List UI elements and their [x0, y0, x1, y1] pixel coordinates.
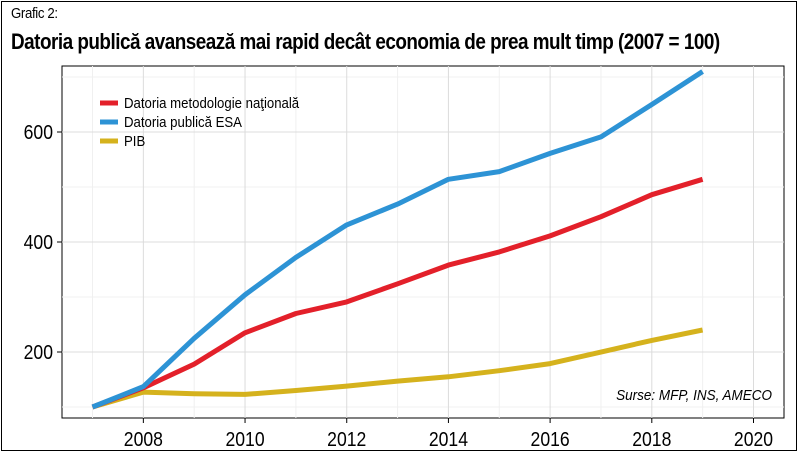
series-line-1: [91, 69, 704, 410]
series-line-0: [91, 176, 704, 410]
series-line-2: [91, 327, 704, 410]
x-tick-label: 2014: [429, 428, 468, 450]
legend: Datoria metodologie naţională Datoria pub…: [100, 94, 299, 149]
x-tick-label: 2008: [124, 428, 163, 450]
legend-label: Datoria publică ESA: [124, 113, 243, 130]
legend-label: Datoria metodologie naţională: [124, 94, 299, 111]
y-tick-label: 600: [24, 121, 53, 143]
series-lines: [91, 69, 704, 410]
legend-label: PIB: [124, 132, 145, 149]
x-tick-label: 2010: [225, 428, 264, 450]
y-tick-label: 400: [24, 231, 53, 253]
grid-major: [62, 66, 784, 418]
x-tick-label: 2020: [734, 428, 773, 450]
x-tick-labels: 2008 2010 2012 2014 2016 2018 2020: [124, 428, 773, 450]
y-tick-labels: 200 400 600: [24, 121, 53, 363]
axis-ticks: [57, 131, 754, 423]
y-tick-label: 200: [24, 341, 53, 363]
chart-kicker: Grafic 2:: [11, 5, 58, 22]
chart-title: Datoria publică avansează mai rapid decâ…: [11, 29, 720, 54]
source-note: Surse: MFP, INS, AMECO: [616, 387, 772, 404]
x-tick-label: 2016: [531, 428, 570, 450]
x-tick-label: 2012: [327, 428, 366, 450]
x-tick-label: 2018: [632, 428, 671, 450]
